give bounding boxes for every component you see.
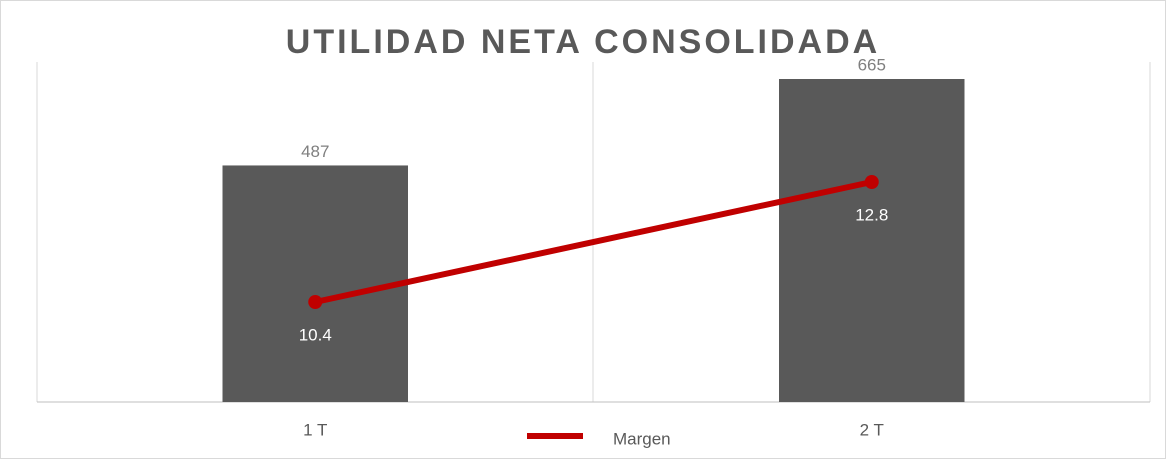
x-tick-label: 2 T — [860, 420, 884, 439]
line-value-label: 10.4 — [299, 325, 332, 344]
line-value-label: 12.8 — [855, 205, 888, 224]
line-point — [864, 175, 879, 189]
bar-value-label: 487 — [301, 142, 329, 161]
chart-title: UTILIDAD NETA CONSOLIDADA — [286, 23, 880, 61]
bar — [222, 165, 408, 402]
x-tick-label: 1 T — [303, 420, 327, 439]
line-point — [308, 295, 323, 309]
line — [312, 179, 875, 305]
bar — [779, 79, 965, 402]
legend-label: Margen — [613, 429, 671, 448]
bar-value-label: 665 — [858, 55, 886, 74]
